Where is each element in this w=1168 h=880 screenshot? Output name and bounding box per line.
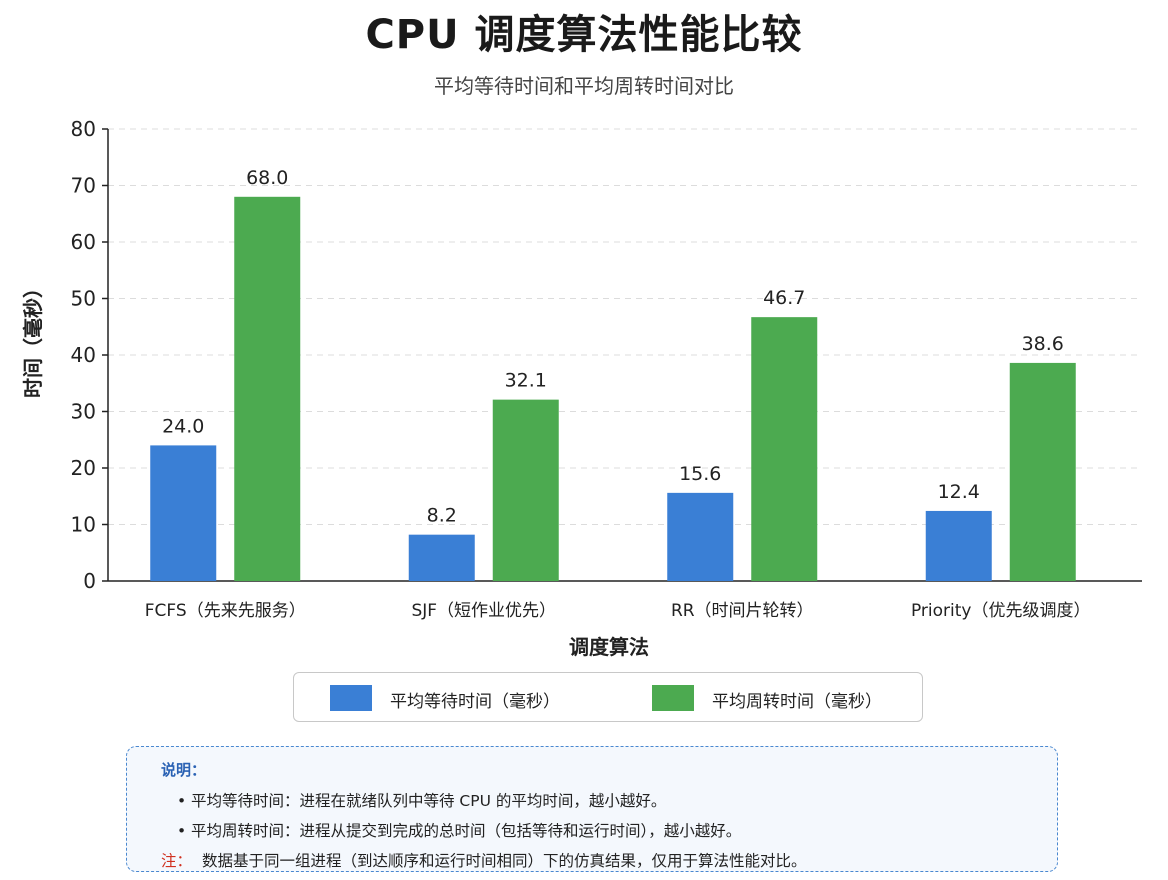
x-tick-label: SJF（短作业优先）	[411, 601, 556, 621]
note-text-waiting: 平均等待时间：进程在就绪队列中等待 CPU 的平均时间，越小越好。	[191, 792, 667, 810]
legend: 平均等待时间（毫秒） 平均周转时间（毫秒）	[293, 672, 923, 722]
note-text-turnaround: 平均周转时间：进程从提交到完成的总时间（包括等待和运行时间），越小越好。	[191, 822, 742, 840]
y-tick-label: 80	[71, 117, 96, 141]
legend-swatch-waiting	[330, 685, 372, 711]
notes-title: 说明：	[161, 761, 207, 779]
data-label: 8.2	[427, 505, 457, 527]
data-label: 32.1	[505, 370, 547, 392]
data-label: 24.0	[162, 415, 204, 437]
data-label: 38.6	[1022, 333, 1064, 355]
y-tick-label: 10	[71, 513, 96, 537]
y-tick-label: 50	[71, 287, 96, 311]
bar-turnaround	[1009, 362, 1076, 581]
y-tick-label: 60	[71, 230, 96, 254]
data-label: 68.0	[246, 167, 288, 189]
y-tick-label: 40	[71, 343, 96, 367]
legend-label-waiting: 平均等待时间（毫秒）	[390, 692, 560, 712]
bar-turnaround	[492, 399, 559, 581]
data-label: 46.7	[763, 287, 805, 309]
y-tick-label: 70	[71, 174, 96, 198]
data-label: 15.6	[679, 463, 721, 485]
bar-turnaround	[751, 317, 818, 581]
y-tick-label: 20	[71, 456, 96, 480]
bullet-icon: •	[177, 822, 187, 840]
bar-chart: 0 10 20 30 40 50 60 70 80 24.0 68.0 FCFS（先来先服务） 8.2 3…	[21, 117, 1142, 659]
y-tick-label: 0	[83, 569, 96, 593]
bar-waiting	[667, 492, 734, 581]
legend-swatch-turnaround	[652, 685, 694, 711]
bullet-icon: •	[177, 792, 187, 810]
y-tick-label: 30	[71, 400, 96, 424]
note-footer-label: 注：	[161, 852, 193, 870]
bar-turnaround	[234, 196, 301, 582]
bar-waiting	[925, 510, 992, 581]
note-item-waiting: • 平均等待时间：进程在就绪队列中等待 CPU 的平均时间，越小越好。	[177, 789, 666, 811]
bar-waiting	[150, 445, 217, 581]
data-label: 12.4	[938, 481, 980, 503]
note-item-turnaround: • 平均周转时间：进程从提交到完成的总时间（包括等待和运行时间），越小越好。	[177, 819, 741, 841]
x-tick-label: FCFS（先来先服务）	[145, 601, 306, 621]
x-axis-title: 调度算法	[569, 635, 649, 659]
x-tick-label: RR（时间片轮转）	[671, 601, 814, 621]
note-footer-text: 数据基于同一组进程（到达顺序和运行时间相同）下的仿真结果，仅用于算法性能对比。	[202, 852, 807, 870]
legend-label-turnaround: 平均周转时间（毫秒）	[712, 692, 882, 712]
chart-subtitle: 平均等待时间和平均周转时间对比	[434, 74, 734, 98]
chart-title: CPU 调度算法性能比较	[365, 12, 803, 58]
x-tick-label: Priority（优先级调度）	[911, 601, 1091, 621]
bar-waiting	[408, 534, 475, 581]
y-axis-title: 时间（毫秒）	[21, 278, 45, 398]
notes-box: 说明： • 平均等待时间：进程在就绪队列中等待 CPU 的平均时间，越小越好。 •…	[126, 746, 1058, 872]
note-footer: 注： 数据基于同一组进程（到达顺序和运行时间相同）下的仿真结果，仅用于算法性能对比…	[161, 849, 807, 871]
